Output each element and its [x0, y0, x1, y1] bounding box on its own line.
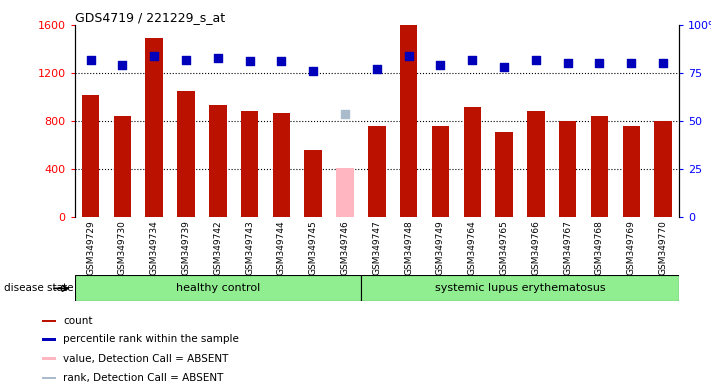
Text: GSM349748: GSM349748: [404, 220, 413, 275]
Text: GSM349745: GSM349745: [309, 220, 318, 275]
Text: GSM349749: GSM349749: [436, 220, 445, 275]
Point: [117, 62, 128, 68]
Text: GDS4719 / 221229_s_at: GDS4719 / 221229_s_at: [75, 11, 225, 24]
Text: GSM349730: GSM349730: [118, 220, 127, 275]
Point: [466, 56, 478, 63]
Point: [85, 56, 96, 63]
Bar: [591, 116, 608, 217]
Text: GSM349739: GSM349739: [181, 220, 191, 275]
Text: disease state: disease state: [4, 283, 73, 293]
Point: [403, 53, 415, 59]
Bar: [336, 168, 354, 217]
Bar: [241, 111, 258, 217]
Point: [594, 60, 605, 66]
Bar: [304, 150, 322, 217]
Text: percentile rank within the sample: percentile rank within the sample: [63, 334, 239, 344]
Bar: [42, 338, 56, 341]
Bar: [623, 126, 640, 217]
Text: GSM349769: GSM349769: [627, 220, 636, 275]
Text: GSM349734: GSM349734: [150, 220, 159, 275]
Text: GSM349729: GSM349729: [86, 220, 95, 275]
Bar: [75, 275, 361, 301]
Bar: [496, 132, 513, 217]
Text: GSM349764: GSM349764: [468, 220, 477, 275]
Text: healthy control: healthy control: [176, 283, 260, 293]
Bar: [400, 25, 417, 217]
Point: [434, 62, 446, 68]
Text: count: count: [63, 316, 92, 326]
Bar: [527, 111, 545, 217]
Text: GSM349746: GSM349746: [341, 220, 350, 275]
Point: [562, 60, 573, 66]
Point: [658, 60, 669, 66]
Point: [498, 64, 510, 70]
Bar: [559, 121, 577, 217]
Text: GSM349765: GSM349765: [500, 220, 508, 275]
Bar: [432, 126, 449, 217]
Bar: [209, 105, 227, 217]
Point: [339, 111, 351, 117]
Point: [371, 66, 383, 72]
Text: GSM349766: GSM349766: [531, 220, 540, 275]
Bar: [42, 357, 56, 360]
Text: systemic lupus erythematosus: systemic lupus erythematosus: [434, 283, 605, 293]
Bar: [272, 113, 290, 217]
Text: GSM349742: GSM349742: [213, 220, 223, 275]
Point: [530, 56, 542, 63]
Point: [626, 60, 637, 66]
Text: GSM349744: GSM349744: [277, 220, 286, 275]
Text: GSM349770: GSM349770: [658, 220, 668, 275]
Text: GSM349747: GSM349747: [373, 220, 381, 275]
Text: GSM349743: GSM349743: [245, 220, 254, 275]
Bar: [177, 91, 195, 217]
Bar: [82, 94, 100, 217]
Bar: [42, 376, 56, 379]
Bar: [114, 116, 131, 217]
Text: GSM349768: GSM349768: [595, 220, 604, 275]
Point: [149, 53, 160, 59]
Bar: [654, 121, 672, 217]
Point: [308, 68, 319, 74]
Bar: [464, 107, 481, 217]
Text: rank, Detection Call = ABSENT: rank, Detection Call = ABSENT: [63, 373, 224, 383]
Text: value, Detection Call = ABSENT: value, Detection Call = ABSENT: [63, 354, 229, 364]
Point: [244, 58, 255, 65]
Bar: [42, 319, 56, 323]
Text: GSM349767: GSM349767: [563, 220, 572, 275]
Point: [212, 55, 223, 61]
Point: [276, 58, 287, 65]
Bar: [146, 38, 163, 217]
Bar: [368, 126, 385, 217]
Bar: [361, 275, 679, 301]
Point: [181, 56, 192, 63]
